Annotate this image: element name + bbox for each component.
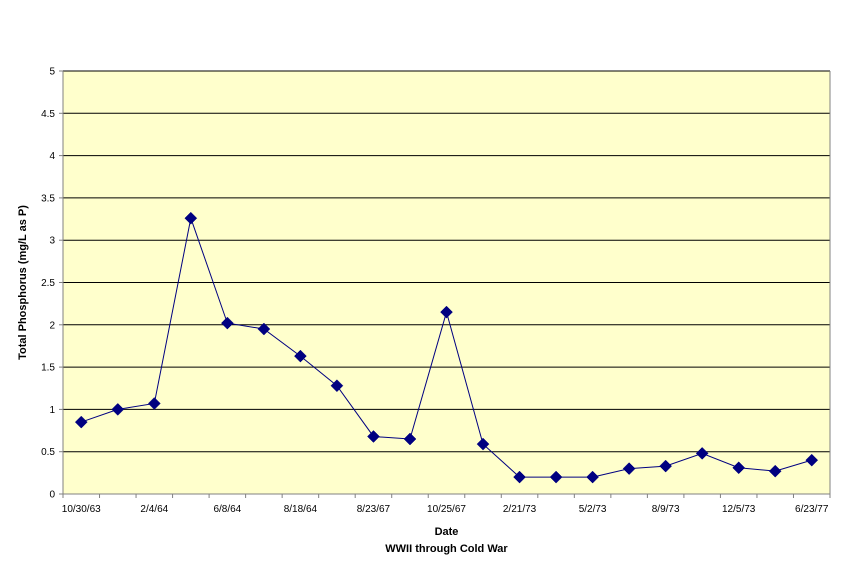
x-tick-label: 8/9/73 bbox=[652, 504, 680, 515]
x-tick-label: 6/8/64 bbox=[213, 504, 241, 515]
x-tick-label: 2/21/73 bbox=[503, 504, 537, 515]
data-point bbox=[74, 415, 88, 429]
data-point bbox=[294, 349, 307, 363]
x-tick-label: 8/23/67 bbox=[357, 504, 391, 515]
x-axis-subtitle: WWII through Cold War bbox=[385, 543, 508, 555]
y-tick-label: 0.5 bbox=[41, 447, 55, 458]
y-axis-title: Total Phosphorus (mg/L as P) bbox=[17, 205, 29, 360]
y-tick-label: 5 bbox=[49, 67, 55, 78]
data-point bbox=[403, 432, 417, 446]
y-tick-label: 2 bbox=[49, 320, 55, 331]
series bbox=[74, 211, 819, 484]
data-point bbox=[221, 316, 234, 330]
x-tick-labels: 10/30/63 2/4/64 6/8/64 8/18/64 8/23/67 10/25/… bbox=[62, 504, 829, 515]
y-tick-label: 4 bbox=[49, 151, 55, 162]
axes bbox=[59, 70, 831, 498]
data-point bbox=[476, 437, 490, 451]
data-point bbox=[330, 379, 344, 393]
x-tick-label: 10/25/67 bbox=[427, 504, 466, 515]
y-tick-label: 0 bbox=[49, 490, 55, 501]
data-point bbox=[732, 461, 746, 475]
data-point bbox=[111, 403, 125, 416]
data-point bbox=[147, 397, 161, 410]
x-tick-label: 2/4/64 bbox=[140, 504, 168, 515]
data-point bbox=[513, 470, 526, 484]
data-point bbox=[768, 464, 782, 478]
data-point bbox=[622, 462, 636, 475]
y-tick-label: 1.5 bbox=[41, 363, 55, 374]
x-tick-label: 10/30/63 bbox=[62, 504, 101, 515]
data-point bbox=[184, 211, 198, 225]
data-point bbox=[586, 470, 599, 484]
y-tick-label: 4.5 bbox=[41, 109, 55, 120]
x-tick-label: 12/5/73 bbox=[722, 504, 756, 515]
data-point bbox=[659, 459, 672, 473]
gridlines bbox=[63, 70, 830, 453]
x-tick-label: 5/2/73 bbox=[579, 504, 607, 515]
data-point bbox=[695, 447, 709, 460]
y-tick-label: 1 bbox=[49, 405, 55, 416]
y-tick-label: 2.5 bbox=[41, 278, 55, 289]
x-tick-label: 6/23/77 bbox=[795, 504, 829, 515]
y-tick-label: 3 bbox=[49, 236, 55, 247]
x-axis-title: Date bbox=[435, 526, 459, 538]
data-point bbox=[549, 470, 563, 484]
data-point bbox=[440, 305, 453, 319]
data-point bbox=[367, 430, 380, 443]
x-tick-label: 8/18/64 bbox=[284, 504, 318, 515]
data-point bbox=[805, 453, 819, 467]
y-tick-labels: 0 0.5 1 1.5 2 2.5 3 3.5 4 4.5 5 bbox=[41, 67, 55, 501]
y-tick-label: 3.5 bbox=[41, 193, 55, 204]
data-point bbox=[257, 322, 271, 336]
